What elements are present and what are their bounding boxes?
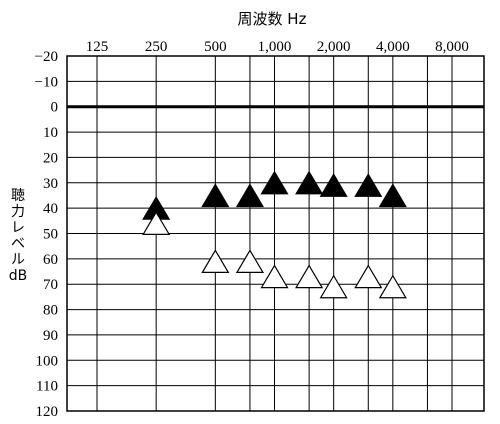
y-tick-label: 120: [36, 404, 59, 420]
filled-triangle-marker: [201, 183, 230, 208]
y-tick-label: 40: [43, 201, 58, 217]
y-axis-label-char: レ: [11, 220, 25, 236]
y-axis-label-char: ベ: [11, 236, 25, 252]
x-tick-label: 4,000: [376, 39, 410, 55]
y-axis-label-char: 力: [11, 204, 25, 220]
y-tick-label: 110: [36, 379, 58, 395]
open-triangle-marker: [235, 249, 264, 273]
x-tick-label: 250: [145, 39, 168, 55]
x-tick-label: 125: [86, 39, 109, 55]
filled-triangle-marker: [378, 183, 407, 208]
x-tick-label: 8,000: [435, 39, 469, 55]
y-axis-label-char: 聴: [11, 188, 25, 204]
open-triangle-marker: [260, 264, 289, 289]
filled-triangle-marker: [260, 170, 289, 195]
x-tick-labels: 125 250 500 1,000 2,000 4,000 8,000: [86, 39, 469, 55]
chart-title: 周波数 Hz: [238, 10, 307, 28]
y-tick-label: 30: [43, 176, 58, 192]
y-axis-label-char: dB: [9, 268, 28, 284]
y-tick-label: 80: [43, 303, 58, 319]
grid: [66, 55, 485, 412]
y-tick-label: 100: [36, 353, 59, 369]
y-axis-label-char: ル: [11, 252, 25, 268]
filled-triangle-marker: [295, 170, 324, 195]
open-triangle-marker: [295, 264, 324, 289]
y-tick-labels: −20 −10 0 10 20 30 40 50 60 70 80 90 100 110 120: [35, 49, 58, 420]
data-points: [142, 170, 407, 299]
open-triangle-marker: [142, 211, 171, 235]
open-triangle-marker: [319, 274, 348, 299]
y-tick-label: 0: [51, 100, 59, 116]
x-tick-label: 1,000: [258, 39, 292, 55]
y-tick-label: −20: [35, 49, 58, 65]
y-tick-label: 60: [43, 252, 58, 268]
open-triangle-marker: [201, 249, 230, 273]
x-tick-label: 2,000: [317, 39, 351, 55]
y-tick-label: 20: [43, 150, 58, 166]
y-tick-label: 10: [43, 125, 58, 141]
y-tick-label: 90: [43, 328, 58, 344]
x-tick-label: 500: [204, 39, 227, 55]
open-triangle-marker: [354, 264, 383, 289]
y-tick-label: 50: [43, 227, 58, 243]
open-triangle-marker: [378, 274, 407, 299]
y-tick-label: 70: [43, 277, 58, 293]
filled-triangle-marker: [354, 173, 383, 197]
y-tick-label: −10: [35, 74, 58, 90]
filled-triangle-marker: [319, 173, 348, 197]
filled-triangle-marker: [235, 183, 264, 208]
